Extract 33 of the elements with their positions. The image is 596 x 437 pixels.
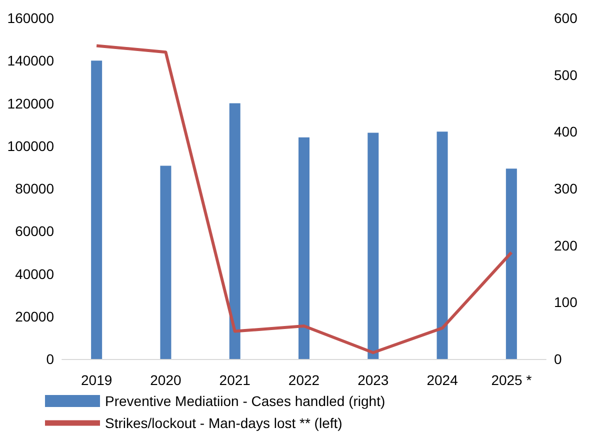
line-series (95, 44, 513, 354)
x-tick-label: 2021 (219, 372, 251, 388)
y-tick-label: 40000 (15, 266, 54, 282)
y-tick-label: 0 (46, 351, 54, 367)
y2-tick-label: 200 (554, 237, 578, 254)
y-tick-label: 100000 (7, 138, 54, 154)
y-tick-label: 160000 (7, 10, 54, 26)
y-tick-label: 120000 (7, 95, 54, 112)
bar (506, 168, 517, 359)
x-tick-label: 2019 (80, 372, 112, 388)
y-tick-label: 20000 (15, 308, 54, 324)
legend-label: Preventive Mediatiion - Cases handled (right) (105, 393, 386, 409)
y-tick-label: 80000 (15, 180, 54, 196)
y2-tick-label: 300 (554, 180, 578, 196)
y2-tick-label: 500 (554, 66, 578, 83)
y2-tick-label: 600 (554, 10, 578, 26)
bar (436, 132, 448, 359)
x-tick-label: 2025 * (491, 372, 532, 388)
bar (91, 60, 102, 359)
y2-tick-label: 100 (554, 294, 578, 310)
legend-label: Strikes/lockout - Man-days lost ** (left) (105, 415, 342, 431)
y2-tick-label: 400 (554, 124, 578, 140)
bar (229, 103, 240, 359)
y-tick-label: 140000 (7, 52, 54, 69)
x-tick-label: 2022 (288, 372, 320, 388)
y2-tick-label: 0 (554, 351, 562, 367)
bar (298, 137, 310, 359)
x-tick-label: 2020 (150, 372, 182, 388)
x-tick-label: 2024 (426, 372, 458, 388)
y-tick-label: 60000 (15, 223, 54, 240)
bar (160, 166, 172, 359)
bar (368, 132, 379, 359)
x-tick-label: 2023 (358, 372, 389, 388)
